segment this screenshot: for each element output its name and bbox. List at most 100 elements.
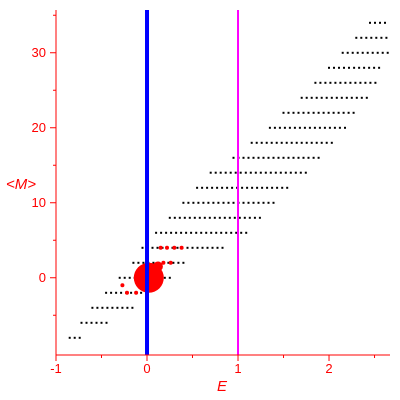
- data-point: [365, 96, 368, 99]
- data-point: [123, 276, 126, 279]
- data-point: [360, 96, 363, 99]
- data-point: [337, 111, 340, 114]
- data-point: [265, 141, 268, 144]
- data-point: [287, 156, 290, 159]
- data-point: [244, 171, 247, 174]
- data-point: [366, 51, 369, 54]
- data-point: [361, 51, 364, 54]
- data-point: [340, 96, 343, 99]
- data-point: [354, 81, 357, 84]
- data-point: [344, 81, 347, 84]
- data-point: [358, 66, 361, 69]
- data-point: [262, 156, 265, 159]
- data-point: [379, 21, 381, 24]
- data-point: [214, 171, 217, 174]
- data-point: [375, 36, 378, 39]
- data-point: [297, 111, 300, 114]
- data-point: [368, 66, 371, 69]
- data-point: [327, 111, 330, 114]
- data-point: [328, 126, 331, 129]
- data-point: [355, 96, 358, 99]
- data-point: [110, 291, 113, 294]
- data-point: [210, 231, 213, 234]
- data-point: [275, 141, 278, 144]
- data-point: [205, 231, 208, 234]
- highlight-point: [172, 245, 177, 250]
- data-point: [284, 171, 287, 174]
- data-point: [212, 201, 215, 204]
- data-point: [183, 216, 186, 219]
- data-point: [297, 156, 300, 159]
- data-point: [90, 321, 93, 324]
- data-point: [178, 216, 181, 219]
- data-point: [227, 201, 230, 204]
- y-axis-title: <M>: [6, 176, 36, 193]
- data-point: [155, 231, 158, 234]
- data-point: [216, 246, 219, 249]
- data-point: [272, 201, 275, 204]
- data-point: [187, 201, 190, 204]
- data-point: [228, 216, 231, 219]
- data-point: [308, 126, 311, 129]
- data-point: [300, 96, 303, 99]
- data-point: [281, 186, 284, 189]
- data-point: [211, 246, 214, 249]
- data-point: [283, 126, 286, 129]
- data-point: [130, 291, 133, 294]
- data-point: [266, 186, 269, 189]
- data-point: [226, 186, 229, 189]
- data-point: [259, 171, 262, 174]
- data-point: [374, 21, 376, 24]
- data-point: [303, 126, 306, 129]
- data-point: [188, 216, 191, 219]
- data-point: [371, 51, 374, 54]
- data-point: [195, 231, 198, 234]
- data-point: [347, 111, 350, 114]
- highlight-point: [134, 290, 139, 295]
- data-point: [270, 141, 273, 144]
- data-point: [381, 51, 384, 54]
- data-point: [168, 276, 171, 279]
- data-point: [385, 36, 388, 39]
- data-point: [230, 231, 233, 234]
- data-point: [276, 186, 279, 189]
- data-point: [261, 186, 264, 189]
- data-point: [258, 216, 261, 219]
- data-point: [203, 216, 206, 219]
- data-point: [216, 186, 219, 189]
- data-point: [359, 81, 362, 84]
- data-point: [252, 156, 255, 159]
- data-point: [249, 171, 252, 174]
- data-point: [242, 201, 245, 204]
- highlight-point: [120, 283, 125, 288]
- data-point: [292, 156, 295, 159]
- data-point: [313, 126, 316, 129]
- data-point: [191, 246, 194, 249]
- data-point: [196, 186, 199, 189]
- data-point: [152, 261, 155, 264]
- data-point: [380, 36, 383, 39]
- data-point: [282, 156, 285, 159]
- data-point: [185, 231, 188, 234]
- data-point: [238, 216, 241, 219]
- y-tick-label: 10: [32, 195, 46, 210]
- data-point: [378, 66, 381, 69]
- data-point: [202, 201, 205, 204]
- data-point: [315, 96, 318, 99]
- data-point: [363, 66, 366, 69]
- data-point: [241, 186, 244, 189]
- data-point: [373, 66, 376, 69]
- highlight-point: [165, 245, 169, 250]
- data-point: [330, 96, 333, 99]
- data-point: [208, 216, 211, 219]
- data-point: [335, 96, 338, 99]
- data-point: [254, 171, 257, 174]
- data-point: [211, 186, 214, 189]
- data-point: [280, 141, 283, 144]
- data-point: [324, 81, 327, 84]
- data-point: [141, 246, 144, 249]
- data-point: [257, 201, 260, 204]
- data-point: [376, 51, 379, 54]
- data-point: [224, 171, 227, 174]
- data-point: [234, 171, 237, 174]
